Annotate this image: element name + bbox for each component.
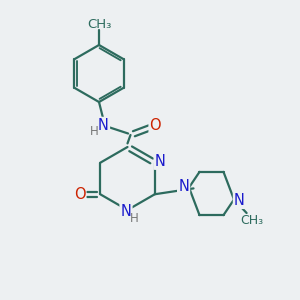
Text: N: N [178,179,189,194]
Text: N: N [234,193,245,208]
Text: H: H [89,125,98,139]
Text: CH₃: CH₃ [240,214,264,227]
Text: O: O [150,118,161,133]
Text: CH₃: CH₃ [87,18,111,32]
Text: N: N [155,154,166,169]
Text: O: O [74,187,85,202]
Text: N: N [121,204,131,219]
Text: N: N [98,118,109,133]
Text: H: H [130,212,139,226]
